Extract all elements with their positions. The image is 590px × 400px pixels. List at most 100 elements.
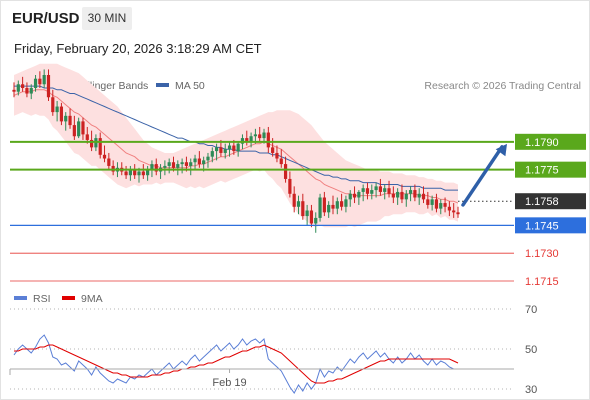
- candle-body: [370, 190, 374, 194]
- candle-body: [180, 162, 184, 165]
- candle-body: [344, 199, 348, 207]
- candle-body: [133, 169, 137, 176]
- candle: [396, 188, 400, 205]
- candle-body: [391, 193, 395, 198]
- legend-label-rsi: RSI: [33, 293, 51, 305]
- candle: [189, 158, 193, 176]
- candle-body: [408, 190, 413, 194]
- candle-body: [223, 149, 227, 153]
- current-price-label: 1.1758: [525, 196, 559, 208]
- candle-body: [77, 121, 81, 137]
- candle: [223, 143, 227, 159]
- candle-body: [154, 164, 158, 172]
- candle: [309, 204, 314, 228]
- candle: [434, 193, 439, 213]
- candle-body: [283, 164, 288, 179]
- candle-body: [318, 197, 322, 218]
- candle: [417, 188, 421, 205]
- candle-body: [400, 191, 404, 200]
- support-label-box: [515, 217, 586, 234]
- candle-body: [413, 190, 417, 198]
- candle: [352, 186, 357, 204]
- candle-body: [206, 156, 210, 161]
- price-chart[interactable]: 1.1790 1.1775 1.1758 1.1745 1.1730 1.1715: [0, 0, 590, 290]
- candle-body: [81, 121, 85, 135]
- candle: [318, 193, 322, 222]
- candle-body: [227, 145, 232, 150]
- candle-body: [288, 178, 292, 194]
- candle: [133, 164, 137, 179]
- candle-body: [85, 134, 89, 140]
- candle: [288, 171, 292, 198]
- candle-body: [141, 171, 145, 176]
- candle: [374, 182, 378, 198]
- candle: [197, 151, 201, 168]
- candle: [68, 108, 72, 129]
- candle: [348, 190, 352, 207]
- bollinger-band: [14, 63, 458, 228]
- candle: [249, 132, 253, 148]
- legend-swatch-ma50: [156, 83, 169, 88]
- candle: [322, 191, 326, 217]
- candle-body: [215, 147, 219, 152]
- timeframe-badge[interactable]: 30 MIN: [82, 7, 132, 30]
- candle: [107, 152, 111, 170]
- candle-body: [137, 171, 141, 176]
- candle-body: [124, 171, 128, 176]
- candle: [51, 89, 55, 116]
- candle-body: [279, 158, 283, 165]
- resistance-label-box: [515, 161, 586, 178]
- candle: [452, 203, 456, 218]
- candle: [38, 71, 42, 88]
- candle-body: [197, 158, 201, 165]
- candle: [167, 158, 171, 174]
- candle: [340, 193, 344, 211]
- candle: [102, 145, 107, 163]
- candle-body: [68, 115, 72, 126]
- candle-body: [25, 87, 29, 94]
- candle: [33, 74, 38, 92]
- symbol-title: EUR/USD: [12, 10, 80, 27]
- candle-body: [176, 164, 180, 168]
- candle: [301, 193, 305, 220]
- candle: [365, 182, 370, 200]
- candle: [443, 197, 447, 213]
- candle-body: [374, 186, 378, 191]
- candle: [400, 184, 404, 204]
- candle-body: [275, 152, 279, 159]
- candle: [327, 201, 331, 218]
- ma50-line: [14, 85, 458, 191]
- candle: [413, 184, 417, 202]
- target-label: 1.1715: [525, 276, 559, 288]
- candle-body: [361, 188, 365, 192]
- candle-body: [352, 193, 357, 198]
- candle-body: [301, 201, 305, 217]
- candle: [456, 206, 460, 218]
- candle-body: [163, 165, 167, 168]
- candle-body: [55, 106, 59, 113]
- candle: [77, 117, 81, 139]
- candle-body: [102, 154, 107, 159]
- candle-body: [314, 217, 318, 224]
- candle-body: [167, 162, 171, 166]
- rsi-y-tick-label: 50: [525, 344, 537, 356]
- candle: [16, 80, 20, 96]
- candle: [21, 76, 25, 92]
- candle-body: [417, 193, 421, 198]
- candle: [439, 199, 443, 215]
- candle-body: [383, 188, 387, 192]
- candle: [383, 184, 387, 200]
- candle-body: [309, 210, 314, 224]
- projection-arrow-shaft: [461, 145, 504, 207]
- candle-body: [396, 191, 400, 198]
- legend-item-rsi: RSI: [14, 293, 51, 305]
- candle-body: [12, 89, 16, 92]
- candle: [29, 84, 33, 100]
- candle: [279, 149, 283, 168]
- candle: [46, 69, 51, 101]
- candle-body: [38, 78, 42, 85]
- candle-body: [202, 160, 206, 165]
- candle: [12, 82, 16, 98]
- candle: [59, 102, 64, 126]
